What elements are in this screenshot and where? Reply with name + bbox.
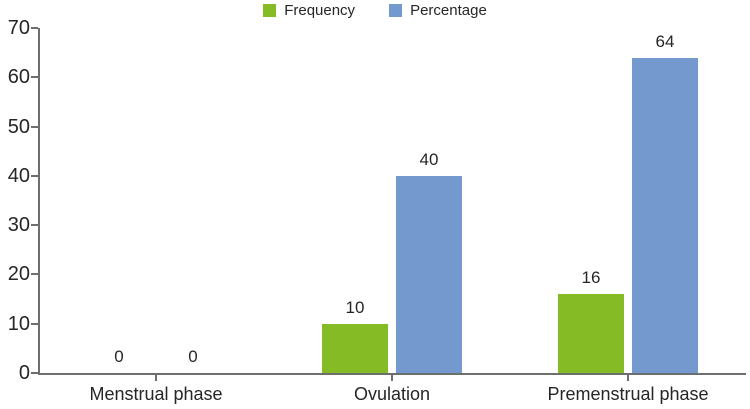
frequency-swatch-icon: [263, 4, 277, 17]
percentage-swatch-icon: [389, 4, 403, 17]
bar-percentage-2: [632, 58, 698, 373]
bar-value-label: 10: [345, 298, 365, 317]
y-axis-tick: [31, 224, 38, 227]
y-tick-label: 20: [7, 263, 30, 286]
legend-item-frequency: Frequency: [263, 2, 355, 19]
x-axis-line: [38, 373, 746, 375]
y-axis-tick: [31, 372, 38, 374]
x-axis-tick: [627, 375, 629, 381]
y-tick-label: 40: [7, 164, 30, 187]
legend-label-percentage: Percentage: [410, 2, 487, 19]
legend-item-percentage: Percentage: [389, 2, 487, 19]
bar-percentage-1: [396, 176, 462, 373]
chart-legend: Frequency Percentage: [0, 2, 750, 19]
x-axis-tick: [391, 375, 393, 381]
y-tick-label: 60: [7, 66, 30, 89]
bar-value-label: 16: [581, 268, 601, 287]
y-axis-tick: [31, 125, 38, 128]
y-tick-label: 70: [7, 17, 30, 39]
y-axis-tick: [31, 76, 38, 79]
bar-value-label: 0: [188, 347, 198, 366]
y-axis-tick: [31, 322, 38, 325]
legend-label-frequency: Frequency: [284, 2, 356, 19]
y-tick-label: 10: [7, 312, 30, 335]
x-axis-label: Premenstrual phase: [547, 384, 709, 404]
y-axis-tick: [31, 273, 38, 276]
y-tick-label: 30: [7, 214, 30, 237]
bar-frequency-1: [322, 324, 388, 373]
y-axis-tick: [31, 27, 38, 29]
x-axis-label: Ovulation: [353, 384, 431, 404]
x-axis-label: Menstrual phase: [89, 384, 223, 404]
y-tick-label: 50: [7, 115, 30, 138]
x-axis-tick: [155, 375, 157, 381]
bar-frequency-2: [558, 294, 624, 373]
y-axis-tick: [31, 174, 38, 177]
bar-value-label: 0: [114, 347, 124, 366]
bar-value-label: 40: [419, 150, 439, 169]
y-axis-line: [38, 28, 40, 375]
bar-value-label: 64: [655, 32, 675, 51]
y-tick-label: 0: [18, 362, 30, 384]
